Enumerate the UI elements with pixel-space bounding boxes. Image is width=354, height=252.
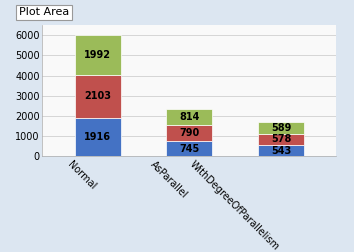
- Text: 1992: 1992: [84, 50, 111, 60]
- Text: 543: 543: [271, 146, 291, 156]
- Text: 589: 589: [271, 123, 291, 133]
- Bar: [166, 109, 212, 125]
- Text: 790: 790: [179, 128, 200, 138]
- Bar: [166, 141, 212, 156]
- Text: Plot Area: Plot Area: [19, 7, 69, 17]
- Text: 578: 578: [271, 135, 291, 144]
- Text: 2103: 2103: [84, 91, 111, 101]
- Text: 814: 814: [179, 112, 200, 122]
- Bar: [258, 145, 304, 156]
- Bar: [258, 134, 304, 145]
- Bar: [75, 118, 120, 156]
- Text: 1916: 1916: [84, 132, 111, 142]
- Bar: [75, 35, 120, 75]
- Bar: [166, 125, 212, 141]
- Bar: [258, 122, 304, 134]
- Bar: [75, 75, 120, 118]
- Text: 745: 745: [179, 144, 200, 154]
